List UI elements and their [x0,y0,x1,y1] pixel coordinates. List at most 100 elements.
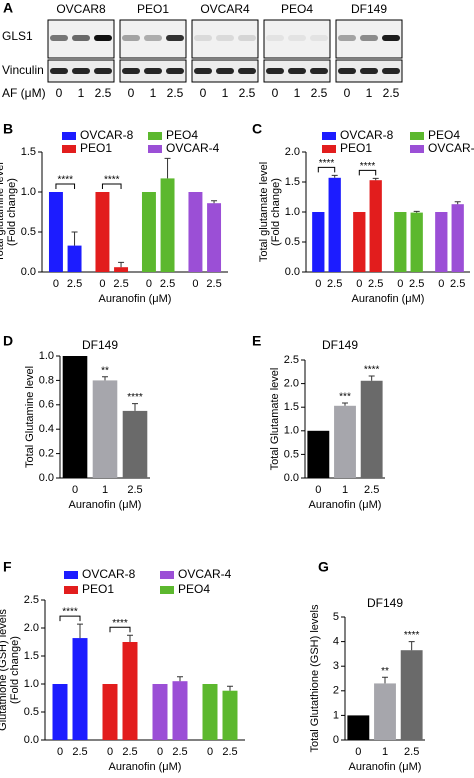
y-tick-label: 0.0 [285,266,300,278]
legend-label: PEO1 [80,141,112,155]
band [50,68,68,74]
y-tick-label: 1 [333,709,339,721]
y-tick-label: 1.5 [285,176,300,188]
x-tick-label: 0 [53,278,59,290]
significance-label: **** [319,158,335,169]
band [50,35,68,41]
y-tick-label: 1.0 [24,678,39,690]
chart-title: DF149 [367,596,403,610]
y-axis-label: (Fold change) [9,636,21,704]
bar [122,642,138,740]
legend-swatch [148,145,162,153]
y-tick-label: 2.5 [284,354,299,366]
bar [95,192,110,272]
bar [152,684,168,740]
x-tick-label: 0 [192,278,198,290]
error-bar [413,210,420,213]
band [122,35,140,41]
bar [202,684,218,740]
y-axis-label: Glutathione (GSH) levels [0,609,9,731]
significance-label: *** [339,392,351,403]
band [338,68,356,74]
significance-label: **** [112,618,128,629]
bar [52,684,68,740]
error-bar [102,376,108,381]
bar [172,681,188,740]
panel-letter: C [252,121,262,137]
band [238,35,256,41]
bar [114,267,129,272]
x-tick-label: 2.5 [450,278,465,290]
x-tick-label: 0 [207,746,213,758]
band [166,68,184,74]
legend-label: OVCAR-4 [166,141,220,155]
error-bar [372,177,379,181]
dose-label: 1 [150,86,157,100]
x-tick-label: 0 [107,746,113,758]
bar [347,715,370,740]
row-label: Vinculin [2,63,44,77]
x-tick-label: 0 [99,278,105,290]
bar [369,180,382,272]
band [72,35,90,41]
dose-label: 0 [272,86,279,100]
x-tick-label: 2.5 [67,278,82,290]
legend-swatch [64,571,78,579]
legend-swatch [148,132,162,140]
bar [48,192,63,272]
bar [312,212,325,272]
error-bar [408,641,415,651]
significance-label: **** [104,175,120,186]
significance-label: **** [360,161,376,172]
y-tick-label: 2.0 [285,146,300,158]
band [122,68,140,74]
dose-label: 2.5 [383,86,400,100]
dose-label: 1 [78,86,85,100]
error-bar [118,261,125,268]
x-tick-label: 0 [157,746,163,758]
dose-axis-label: AF (μM) [2,86,46,100]
bar [102,684,118,740]
x-tick-label: 2.5 [172,746,187,758]
bar [92,380,118,478]
band [166,35,184,41]
x-tick-label: 2.5 [160,278,175,290]
bar [451,204,464,272]
x-tick-label: 2.5 [72,746,87,758]
y-axis-label: (Fold change) [270,178,282,246]
y-axis-label: Total glutamate level [258,162,270,262]
x-tick-label: 1 [382,746,388,758]
cell-line-label: PEO1 [137,2,169,16]
bar [334,405,356,478]
y-tick-label: 0.8 [39,374,54,386]
blot-box [191,19,259,59]
cell-line-label: DF149 [351,2,387,16]
band [194,35,212,41]
error-bar [132,403,138,411]
significance-label: **** [127,392,143,403]
error-bar [177,676,183,682]
bar [374,683,396,740]
significance-label: **** [62,607,78,618]
y-tick-label: 4 [333,636,339,648]
band [144,68,162,74]
band [266,35,284,41]
legend-label: OVCAR-4 [178,567,232,581]
band [216,68,234,74]
error-bar [342,402,348,406]
y-axis-label: (Fold change) [6,178,18,246]
x-tick-label: 0 [146,278,152,290]
x-tick-label: 0 [315,484,321,496]
panel-letter: F [3,559,12,575]
x-tick-label: 2.5 [122,746,137,758]
y-tick-label: 2 [333,685,339,697]
significance-label: ** [101,365,109,376]
bar [72,638,88,740]
x-tick-label: 0 [72,484,78,496]
x-tick-label: 0 [438,278,444,290]
legend-swatch [410,132,424,140]
band [238,68,256,74]
legend-label: OVCAR-4 [428,141,474,155]
x-axis-label: Auranofin (μM) [69,499,142,511]
